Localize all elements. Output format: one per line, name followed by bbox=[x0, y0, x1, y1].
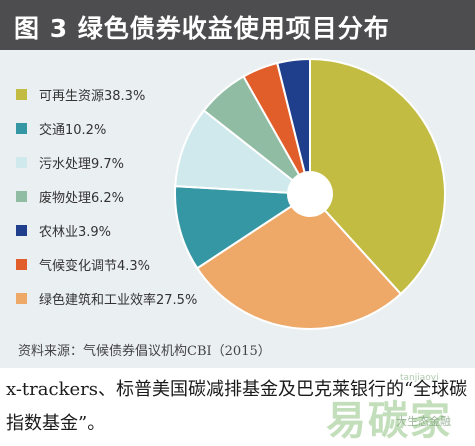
legend-swatch bbox=[16, 156, 27, 168]
source-text: 气候债券倡议机构CBI（2015） bbox=[83, 344, 271, 359]
legend-label: 污水处理9.7% bbox=[39, 156, 125, 172]
legend-item: 交通10.2% bbox=[16, 118, 106, 138]
figure-title: 图 3 绿色债券收益使用项目分布 bbox=[14, 14, 390, 43]
article-paragraph: x-trackers、标普美国碳减排基金及巴克莱银行的“全球碳指数基金”。 bbox=[6, 379, 468, 434]
legend-swatch bbox=[16, 224, 27, 236]
legend-item: 污水处理9.7% bbox=[16, 152, 124, 172]
legend-label: 废物处理6.2% bbox=[39, 190, 125, 206]
legend-item: 绿色建筑和工业效率27.5% bbox=[16, 288, 197, 308]
watermark-pinyin: tanjiaoyi bbox=[400, 373, 439, 383]
legend-label: 农林业3.9% bbox=[39, 224, 112, 240]
legend-swatch bbox=[16, 88, 27, 100]
figure-title-bar: 图 3 绿色债券收益使用项目分布 bbox=[0, 0, 475, 50]
legend-item: 废物处理6.2% bbox=[16, 186, 124, 206]
chart-legend: 可再生资源38.3% 交通10.2% 污水处理9.7% 废物处理6.2% 农林业3.9%… bbox=[16, 84, 246, 334]
legend-label: 气候变化调节4.3% bbox=[39, 258, 151, 274]
legend-label: 可再生资源38.3% bbox=[39, 88, 146, 104]
figure-source: 资料来源：气候债券倡议机构CBI（2015） bbox=[18, 340, 271, 359]
watermark-tagline: 大生态金融 bbox=[396, 415, 451, 428]
source-prefix: 资料来源： bbox=[18, 344, 84, 359]
legend-item: 农林业3.9% bbox=[16, 220, 111, 240]
legend-label: 交通10.2% bbox=[39, 122, 107, 138]
legend-swatch bbox=[16, 258, 27, 270]
legend-swatch bbox=[16, 122, 27, 134]
watermark-logo: 易碳家 bbox=[326, 398, 452, 444]
legend-swatch bbox=[16, 292, 27, 304]
legend-label: 绿色建筑和工业效率27.5% bbox=[39, 292, 198, 308]
legend-item: 可再生资源38.3% bbox=[16, 84, 145, 104]
legend-item: 气候变化调节4.3% bbox=[16, 254, 150, 274]
donut-hole bbox=[288, 172, 332, 216]
legend-swatch bbox=[16, 190, 27, 202]
